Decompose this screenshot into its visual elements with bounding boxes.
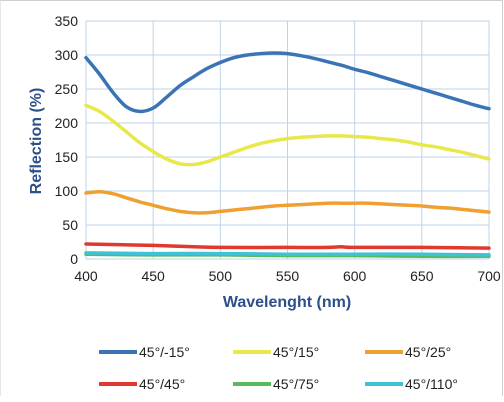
y-tick-label: 50: [62, 217, 78, 233]
legend: 45°/-15° 45°/15° 45°/25° 45°/45° 45°/75° 45°/…: [99, 344, 458, 392]
x-tick-label: 700: [477, 268, 501, 284]
series-line: [84, 189, 491, 215]
x-tick-label: 650: [410, 268, 434, 284]
legend-label: 45°/110°: [405, 376, 458, 392]
y-axis-ticks: 0 50 100 150 200 250 300 350: [55, 13, 79, 267]
y-tick-label: 350: [55, 13, 79, 29]
y-tick-label: 250: [55, 81, 79, 97]
legend-label: 45°/15°: [273, 344, 319, 360]
y-tick-label: 150: [55, 149, 79, 165]
y-axis-label: Reflection (%): [28, 88, 45, 195]
x-tick-label: 500: [209, 268, 233, 284]
legend-label: 45°/45°: [139, 376, 185, 392]
x-tick-label: 450: [141, 268, 165, 284]
y-tick-label: 300: [55, 47, 79, 63]
series-line: [84, 103, 491, 167]
x-axis-label: Wavelenght (nm): [223, 294, 351, 311]
y-tick-label: 100: [55, 183, 79, 199]
y-tick-label: 200: [55, 115, 79, 131]
series-line: [84, 242, 491, 250]
legend-label: 45°/25°: [405, 344, 451, 360]
series-lines: [84, 51, 491, 259]
x-tick-label: 400: [74, 268, 98, 284]
x-axis-ticks: 400 450 500 550 600 650 700: [74, 268, 501, 284]
x-tick-label: 600: [343, 268, 367, 284]
legend-label: 45°/-15°: [139, 344, 190, 360]
legend-label: 45°/75°: [273, 376, 319, 392]
y-tick-label: 0: [70, 251, 78, 267]
series-line: [84, 51, 491, 114]
series-line: [84, 251, 491, 257]
x-tick-label: 550: [276, 268, 300, 284]
